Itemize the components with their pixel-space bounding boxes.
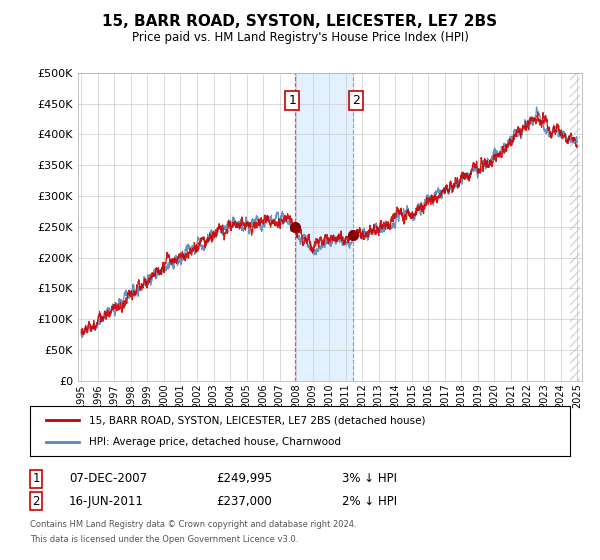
Text: 15, BARR ROAD, SYSTON, LEICESTER, LE7 2BS: 15, BARR ROAD, SYSTON, LEICESTER, LE7 2B… (103, 14, 497, 29)
Text: 3% ↓ HPI: 3% ↓ HPI (342, 472, 397, 486)
Text: 2: 2 (32, 494, 40, 508)
Text: £237,000: £237,000 (216, 494, 272, 508)
Bar (295, 73, 353, 381)
Text: £249,995: £249,995 (216, 472, 272, 486)
Text: Price paid vs. HM Land Registry's House Price Index (HPI): Price paid vs. HM Land Registry's House … (131, 31, 469, 44)
Text: 16-JUN-2011: 16-JUN-2011 (69, 494, 144, 508)
Text: 2% ↓ HPI: 2% ↓ HPI (342, 494, 397, 508)
Text: Contains HM Land Registry data © Crown copyright and database right 2024.: Contains HM Land Registry data © Crown c… (30, 520, 356, 529)
Text: HPI: Average price, detached house, Charnwood: HPI: Average price, detached house, Char… (89, 437, 341, 447)
Text: 07-DEC-2007: 07-DEC-2007 (69, 472, 147, 486)
Text: 15, BARR ROAD, SYSTON, LEICESTER, LE7 2BS (detached house): 15, BARR ROAD, SYSTON, LEICESTER, LE7 2B… (89, 415, 426, 425)
Bar (571, 73, 580, 381)
Text: 1: 1 (32, 472, 40, 486)
Text: 2: 2 (352, 94, 360, 107)
Text: 1: 1 (289, 94, 296, 107)
Text: This data is licensed under the Open Government Licence v3.0.: This data is licensed under the Open Gov… (30, 535, 298, 544)
